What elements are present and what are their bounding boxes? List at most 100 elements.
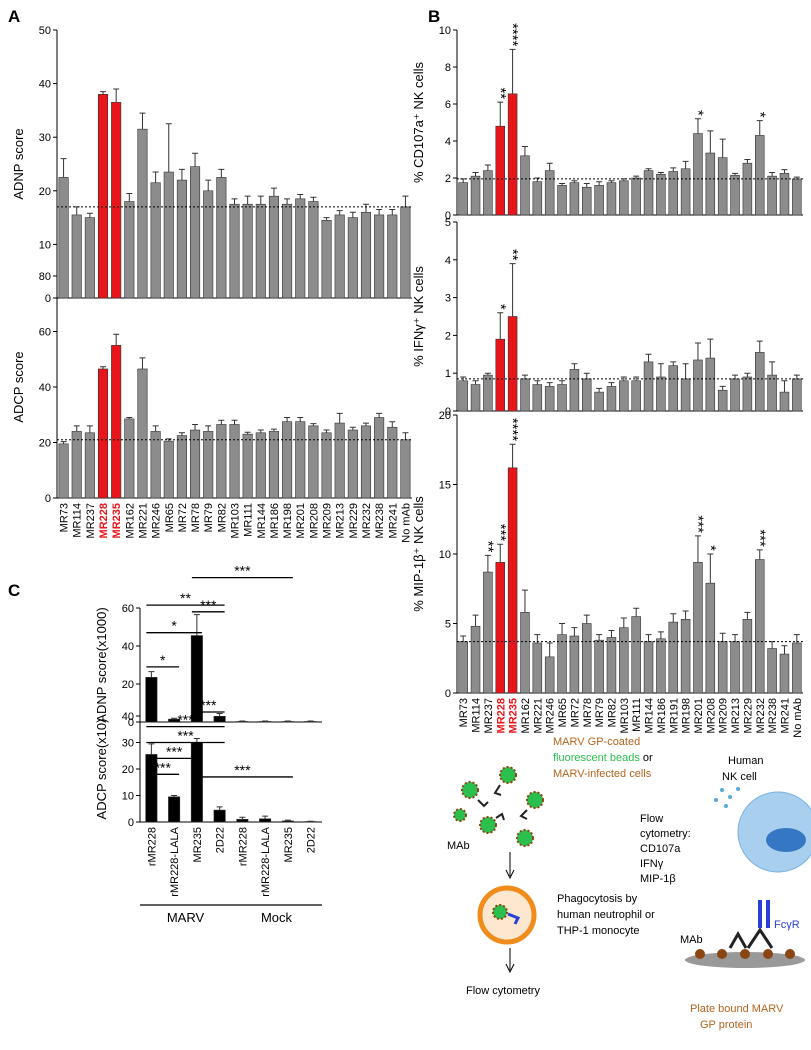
y-tick-label: 3	[445, 293, 451, 305]
bar	[705, 582, 716, 694]
error-bar	[509, 263, 516, 317]
x-tick-label: MR114	[72, 503, 84, 538]
label: MIP-1β	[640, 873, 676, 885]
error-bar	[472, 614, 479, 627]
bar	[255, 203, 266, 299]
bar	[229, 203, 240, 299]
error-bar	[793, 176, 800, 179]
y-tick-label: 4	[445, 136, 451, 148]
error-bar	[596, 181, 603, 186]
error-bar	[310, 423, 317, 426]
x-tick-label: MR111	[631, 698, 643, 732]
bar	[767, 374, 777, 412]
y-axis-label: % MIP-1β⁺ NK cells	[411, 496, 426, 612]
label: Human	[728, 755, 763, 767]
error-bar	[297, 194, 304, 199]
error-bar	[781, 169, 788, 174]
bar	[190, 166, 201, 299]
error-bar	[645, 353, 652, 362]
bar	[730, 174, 740, 216]
error-bar	[559, 623, 566, 635]
x-tick-label: MR209	[322, 503, 334, 538]
bar	[400, 439, 411, 499]
y-axis-label: ADCP score	[11, 351, 26, 422]
error-bar	[73, 206, 80, 215]
significance: **	[180, 590, 191, 606]
error-bar	[193, 738, 200, 743]
bar	[374, 417, 385, 499]
significance: *	[751, 112, 768, 118]
x-tick-label: MR82	[606, 698, 618, 727]
y-tick-label: 15	[439, 480, 451, 492]
label: Flow cytometry	[466, 985, 540, 997]
bar	[582, 378, 592, 412]
x-tick-label: MR221	[532, 698, 544, 733]
error-bar	[744, 611, 751, 620]
significance: *	[492, 304, 509, 310]
bar	[400, 206, 411, 299]
bar	[755, 559, 765, 694]
bar	[717, 157, 728, 216]
y-tick-label: 20	[39, 438, 51, 450]
error-bar	[559, 380, 566, 385]
error-bar	[694, 118, 701, 134]
bar	[84, 432, 95, 499]
y-tick-label: 6	[445, 99, 451, 111]
error-bar	[732, 634, 739, 642]
bar	[137, 368, 148, 499]
bar	[520, 612, 530, 694]
error-bar	[694, 342, 701, 360]
bar	[693, 133, 703, 216]
x-tick-label: MR246	[545, 698, 557, 733]
error-bar	[608, 382, 615, 387]
x-tick-label: MR82	[216, 503, 228, 532]
error-bar	[205, 179, 212, 191]
significance: ***	[492, 524, 509, 542]
error-bar	[781, 380, 788, 393]
bar	[792, 642, 802, 694]
error-bar	[336, 412, 343, 424]
bar	[507, 467, 518, 694]
bar	[216, 177, 227, 299]
y-tick-label: 0	[445, 210, 451, 222]
bar	[742, 619, 753, 694]
x-tick-label: MR229	[742, 698, 754, 733]
x-tick-label: MR209	[718, 698, 730, 733]
bar	[387, 426, 398, 499]
bar	[619, 627, 629, 694]
y-tick-label: 8	[445, 62, 451, 74]
error-bar	[546, 642, 553, 657]
error-bar	[571, 627, 578, 637]
significance: ****	[504, 23, 521, 47]
error-bar	[310, 196, 317, 202]
x-tick-label: MR213	[730, 698, 742, 733]
x-tick-label: MR235	[192, 827, 204, 862]
x-tick-label: MR79	[594, 698, 606, 727]
x-tick-label: MR186	[269, 503, 281, 538]
x-tick-label: MR73	[458, 698, 470, 727]
x-tick-label: MR78	[190, 503, 202, 532]
x-tick-label: MR208	[308, 503, 320, 538]
significance: ***	[689, 515, 706, 533]
error-bar	[769, 361, 776, 376]
y-tick-label: 5	[445, 619, 451, 631]
error-bar	[682, 363, 689, 379]
bar	[150, 431, 161, 499]
error-bar	[178, 168, 185, 181]
x-tick-label: MR78	[582, 698, 594, 727]
bar	[792, 178, 802, 216]
error-bar	[126, 417, 133, 419]
bar	[594, 185, 604, 216]
bar	[631, 380, 641, 412]
bar	[176, 435, 187, 499]
phagocyte	[477, 885, 537, 945]
bar	[643, 641, 654, 694]
bar	[532, 181, 543, 216]
error-bar	[509, 48, 516, 94]
error-bar	[460, 635, 467, 642]
bar	[360, 425, 372, 499]
error-bar	[756, 340, 763, 353]
error-bar	[152, 425, 159, 432]
error-bar	[376, 412, 383, 418]
